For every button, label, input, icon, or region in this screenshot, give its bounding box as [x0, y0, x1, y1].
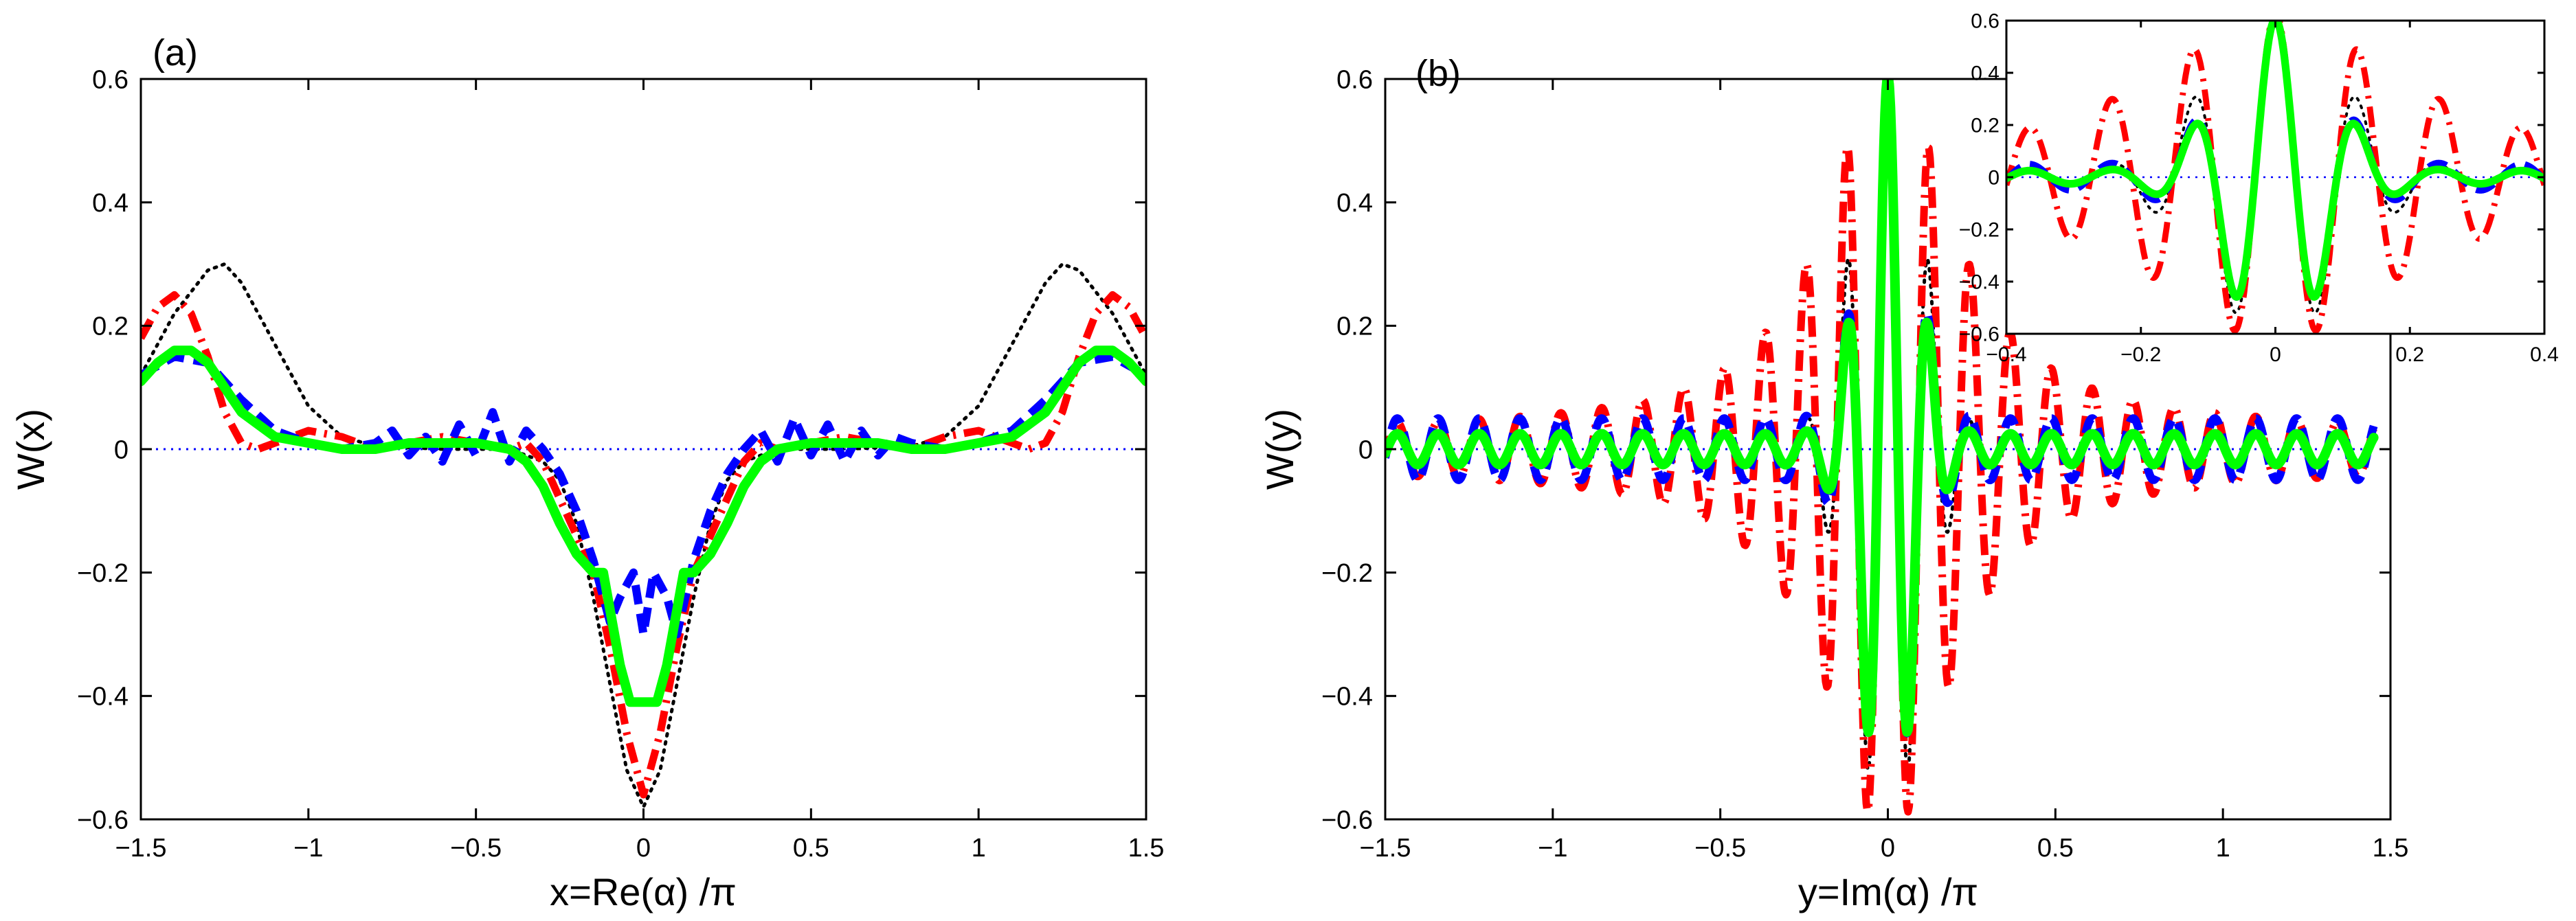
panel-b-ytick-label: 0.4: [1336, 189, 1373, 218]
panel-a-xtick-label: 1.5: [1128, 834, 1165, 863]
panel-a-series-blue-dashed: [141, 352, 1146, 639]
panel-b-xtick-label: 0.5: [2037, 834, 2074, 863]
panel-a-ticks: −1.5 −1 −0.5 0 0.5 1 1.5 −0.6 −0.4 −0.2 0 0.2 0.4 0.6: [77, 65, 1164, 863]
panel-b-ylabel: W(y): [1258, 409, 1301, 490]
panel-b-xtick-label: −1.5: [1359, 834, 1411, 863]
panel-a-ytick-label: 0.4: [92, 189, 128, 218]
inset-series-green-solid: [2006, 21, 2544, 301]
panel-b-ytick-label: −0.6: [1321, 806, 1373, 834]
inset-ticks: −0.4 −0.2 0 0.2 0.4−0.6−0.4−0.200.20.40.6: [1959, 10, 2559, 367]
panel-a-xtick-label: 1: [972, 834, 986, 863]
panel-a-xtick-label: −1: [293, 834, 323, 863]
panel-b-inset: −0.4 −0.2 0 0.2 0.4−0.6−0.4−0.200.20.40.6: [1959, 10, 2559, 367]
inset-xtick-label: 0.4: [2530, 343, 2559, 366]
panel-a-label: (a): [153, 32, 198, 73]
panel-a-series-green-solid: [141, 345, 1146, 707]
panel-b-xtick-label: −1: [1538, 834, 1567, 863]
panel-b-ytick-label: 0.2: [1336, 312, 1373, 341]
panel-a-ytick-label: 0.2: [92, 312, 128, 341]
inset-ytick-label: −0.2: [1959, 219, 2000, 242]
inset-xtick-label: −0.4: [1986, 343, 2026, 366]
inset-series-red-dash-dot: [2006, 21, 2544, 334]
panel-a-ytick-label: 0.6: [92, 65, 128, 94]
panel-b-ytick-label: −0.2: [1321, 559, 1373, 588]
panel-a-xtick-label: −0.5: [450, 834, 502, 863]
panel-a-series-group: [141, 262, 1146, 809]
panel-b-ticks: −1.5 −1 −0.5 0 0.5 1 1.5−0.6−0.4−0.200.20.40.6: [1321, 65, 2408, 863]
panel-b-label: (b): [1415, 53, 1461, 94]
panel-b: −1.5 −1 −0.5 0 0.5 1 1.5−0.6−0.4−0.200.20.40.6…: [1258, 53, 2408, 913]
panel-a-xtick-label: 0.5: [793, 834, 829, 863]
panel-b-xtick-label: 1: [2216, 834, 2230, 863]
panel-a-ytick-label: −0.6: [77, 806, 128, 834]
inset-ytick-label: 0.6: [1971, 10, 2000, 33]
panel-a-ytick-label: −0.4: [77, 683, 128, 712]
inset-ytick-label: 0.4: [1971, 62, 2000, 85]
panel-b-series-group: [1385, 79, 2379, 816]
inset-ytick-label: 0: [1988, 167, 2000, 190]
panel-a: −1.5 −1 −0.5 0 0.5 1 1.5 −0.6 −0.4 −0.2 0 0.2 0.4 0.6…: [9, 32, 1164, 913]
inset-series-group: [2006, 21, 2544, 334]
panel-a-xlabel: x=Re(α) /π: [550, 870, 737, 913]
panel-a-series-black-dotted: [141, 262, 1146, 809]
inset-ytick-label: 0.2: [1971, 115, 2000, 137]
panel-b-ytick-label: 0.6: [1336, 65, 1373, 94]
panel-a-ylabel: W(x): [9, 409, 52, 490]
inset-xtick-label: 0.2: [2395, 343, 2424, 366]
panel-a-series-red-dash-dot: [141, 291, 1146, 799]
panel-a-ytick-label: 0: [114, 435, 128, 464]
panel-a-xtick-label: 0: [636, 834, 651, 863]
inset-xtick-label: 0: [2270, 343, 2281, 366]
panel-b-ytick-label: 0: [1358, 435, 1373, 464]
panel-b-ytick-label: −0.4: [1321, 683, 1373, 712]
panel-b-series-green-solid: [1385, 79, 2379, 738]
inset-ytick-label: −0.4: [1959, 271, 2000, 294]
inset-xtick-label: −0.2: [2120, 343, 2161, 366]
panel-b-xlabel: y=Im(α) /π: [1798, 870, 1978, 913]
panel-a-xtick-label: −1.5: [115, 834, 166, 863]
panel-b-xtick-label: 0: [1881, 834, 1895, 863]
panel-b-xtick-label: −0.5: [1694, 834, 1746, 863]
panel-a-ytick-label: −0.2: [77, 559, 128, 588]
panel-b-xtick-label: 1.5: [2373, 834, 2409, 863]
inset-ytick-label: −0.6: [1959, 323, 2000, 346]
